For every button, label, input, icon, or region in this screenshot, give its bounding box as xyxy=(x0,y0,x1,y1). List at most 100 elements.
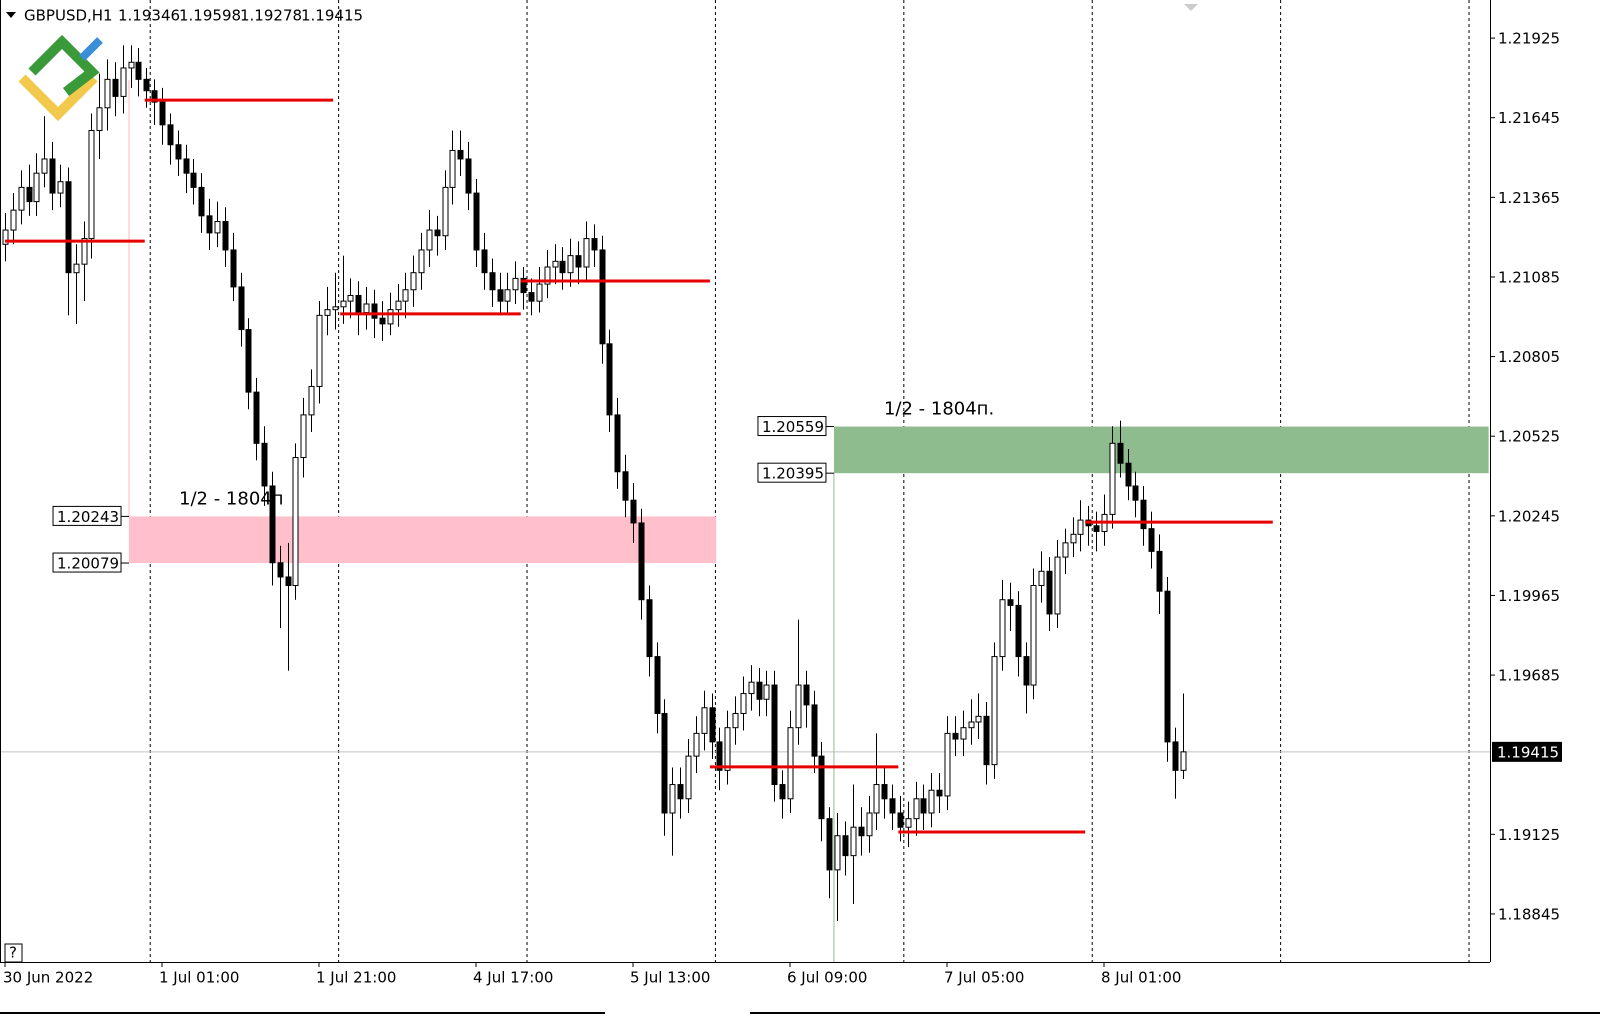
last-price-label: 1.19415 xyxy=(1497,743,1559,761)
candle-body xyxy=(826,818,833,871)
candle-body xyxy=(787,727,794,800)
header-value: 1.19415 xyxy=(301,7,363,25)
y-tick-label: 1.19965 xyxy=(1498,587,1560,605)
candle-body xyxy=(253,391,260,444)
candle-body xyxy=(1030,585,1037,686)
candle-body xyxy=(1140,499,1147,530)
x-tick-label: 7 Jul 05:00 xyxy=(944,969,1024,987)
candle-body xyxy=(175,144,182,160)
candle-body xyxy=(842,835,849,857)
candle-body xyxy=(732,712,739,729)
candle-body xyxy=(49,158,56,194)
candle-body xyxy=(332,306,339,311)
x-tick-label: 1 Jul 21:00 xyxy=(316,969,396,987)
last-price-box xyxy=(1492,741,1562,762)
candle-body xyxy=(238,286,245,331)
x-tick-label: 5 Jul 13:00 xyxy=(630,969,710,987)
candle-body xyxy=(387,309,394,325)
candle-body xyxy=(968,721,975,729)
menu-arrow xyxy=(6,12,16,18)
candle-body xyxy=(1007,599,1014,606)
price-label: 1.20243 xyxy=(57,508,119,526)
candle-body xyxy=(913,798,920,820)
candle-body xyxy=(57,181,64,194)
candle-body xyxy=(646,599,653,658)
zone-label: 1/2 - 1804п. xyxy=(884,399,994,420)
candle-body xyxy=(277,562,284,578)
candle-body xyxy=(638,522,645,601)
candle-body xyxy=(1117,442,1124,464)
help-icon: ? xyxy=(9,944,17,962)
zone xyxy=(129,516,717,564)
axis-bg xyxy=(0,962,1600,1016)
x-tick-label: 30 Jun 2022 xyxy=(3,969,93,987)
candle-body xyxy=(410,272,417,291)
candle-body xyxy=(952,732,959,740)
candle-body xyxy=(897,812,904,828)
candle-body xyxy=(120,67,127,97)
candle-body xyxy=(1132,485,1139,501)
header-value: 1.19346 xyxy=(118,7,180,25)
candle-body xyxy=(10,209,17,231)
candle-body xyxy=(206,215,213,234)
candle-body xyxy=(308,385,315,416)
candle-body xyxy=(324,309,331,316)
candle-body xyxy=(104,78,111,109)
header-value: 1.19598 xyxy=(179,7,241,25)
candle-body xyxy=(504,289,511,302)
y-tick-label: 1.20805 xyxy=(1498,348,1560,366)
zone-label: 1/2 - 1804п xyxy=(179,488,283,509)
candle-body xyxy=(449,149,456,188)
x-tick-label: 6 Jul 09:00 xyxy=(787,969,867,987)
candle-body xyxy=(1062,542,1069,558)
candle-body xyxy=(1148,528,1155,552)
candle-body xyxy=(544,266,551,285)
candle-body xyxy=(426,229,433,251)
x-tick-label: 8 Jul 01:00 xyxy=(1101,969,1181,987)
candle-body xyxy=(873,784,880,814)
candle-body xyxy=(300,414,307,459)
price-label: 1.20395 xyxy=(762,465,824,483)
candle-body xyxy=(552,260,559,268)
candle-body xyxy=(536,283,543,302)
candle-body xyxy=(1109,442,1116,515)
candle-body xyxy=(748,681,755,695)
candle-body xyxy=(693,732,700,757)
candle-body xyxy=(520,277,527,294)
candle-body xyxy=(1038,570,1045,587)
y-tick-label: 1.20245 xyxy=(1498,507,1560,525)
y-tick-label: 1.19685 xyxy=(1498,667,1560,685)
candle-body xyxy=(347,294,354,302)
candle-body xyxy=(88,130,95,240)
candle-body xyxy=(316,314,323,387)
candle-body xyxy=(1180,751,1187,771)
candle-body xyxy=(489,272,496,291)
candle-body xyxy=(850,826,857,857)
candle-body xyxy=(167,124,174,146)
y-tick-label: 1.21925 xyxy=(1498,30,1560,48)
candle-body xyxy=(292,457,299,587)
candle-body xyxy=(1077,519,1084,535)
candle-body xyxy=(559,260,566,274)
candle-body xyxy=(222,221,229,251)
candle-body xyxy=(1093,525,1100,532)
candle-body xyxy=(190,172,197,188)
candle-body xyxy=(811,704,818,757)
candle-body xyxy=(128,61,135,69)
candle-body xyxy=(928,789,935,814)
candle-body xyxy=(198,186,205,217)
candle-body xyxy=(73,263,80,274)
candle-body xyxy=(26,186,33,203)
candle-body xyxy=(465,158,472,194)
candle-body xyxy=(151,90,158,103)
candle-body xyxy=(889,798,896,814)
candle-body xyxy=(457,149,464,160)
candle-body xyxy=(606,343,613,416)
candle-body xyxy=(936,789,943,797)
candle-body xyxy=(1156,550,1163,592)
y-tick-label: 1.21365 xyxy=(1498,189,1560,207)
candle-body xyxy=(614,414,621,473)
candle-body xyxy=(371,303,378,319)
